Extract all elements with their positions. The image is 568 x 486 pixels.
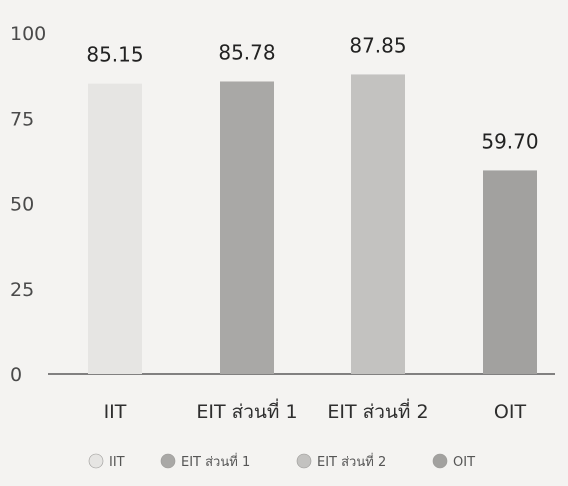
legend-label: OIT [453, 455, 475, 470]
bar [220, 81, 274, 374]
value-labels: 85.15 85.78 87.85 59.70 [86, 33, 538, 153]
bars [88, 74, 537, 375]
x-category-label: OIT [494, 401, 527, 423]
x-category-label: EIT ส่วนที่ 2 [327, 398, 428, 423]
y-tick-label: 75 [10, 108, 34, 130]
bar [351, 74, 405, 374]
category-labels: IIT EIT ส่วนที่ 1 EIT ส่วนที่ 2 OIT [104, 398, 527, 423]
bar-value-label: 87.85 [349, 33, 406, 57]
y-tick-label: 100 [10, 23, 46, 45]
y-tick-label: 0 [10, 364, 22, 386]
bar [88, 83, 142, 375]
legend-swatch [296, 453, 312, 469]
y-tick-label: 50 [10, 194, 34, 216]
legend: IIT EIT ส่วนที่ 1 EIT ส่วนที่ 2 OIT [88, 453, 475, 470]
y-axis-ticks: 0 25 50 75 100 [10, 23, 46, 386]
legend-label: EIT ส่วนที่ 1 [181, 453, 250, 470]
bar-value-label: 85.78 [218, 40, 275, 64]
legend-label: IIT [109, 455, 125, 470]
legend-swatch [432, 453, 448, 469]
x-category-label: IIT [104, 401, 127, 423]
bar-value-label: 85.15 [86, 43, 143, 67]
x-category-label: EIT ส่วนที่ 1 [196, 398, 297, 423]
bar-value-label: 59.70 [481, 129, 538, 153]
y-tick-label: 25 [10, 279, 34, 301]
legend-label: EIT ส่วนที่ 2 [317, 453, 386, 470]
legend-swatch [160, 453, 176, 469]
legend-swatch [88, 453, 104, 469]
bar [483, 170, 537, 374]
